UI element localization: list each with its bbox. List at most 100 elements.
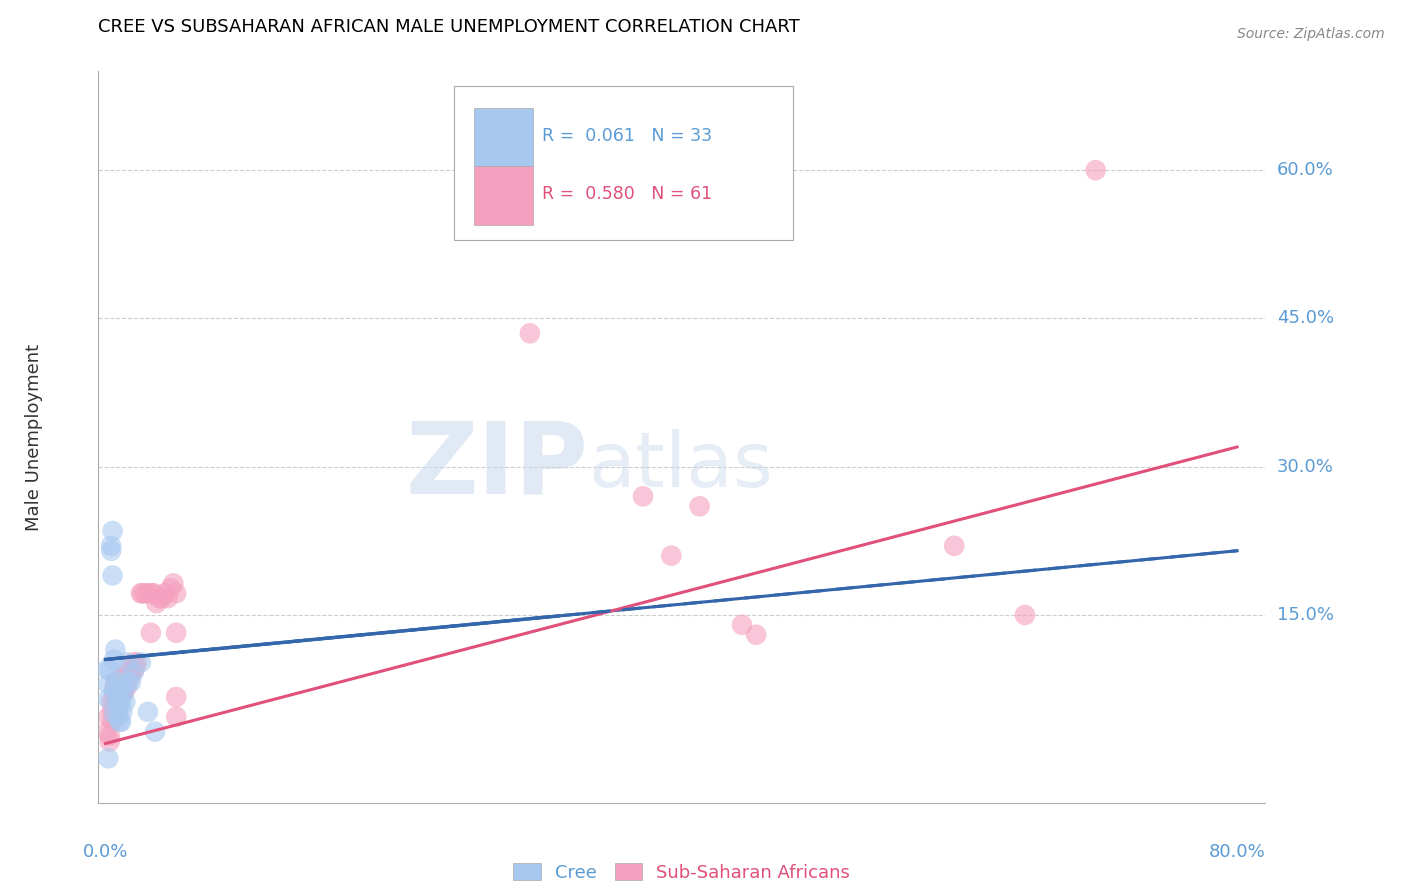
Point [141, 586, 163, 600]
Point [105, 685, 128, 699]
Point [689, 500, 711, 514]
Point [104, 675, 127, 690]
FancyBboxPatch shape [454, 86, 793, 240]
Point [111, 675, 134, 690]
Point [105, 695, 128, 709]
Point [148, 591, 170, 606]
Point [103, 685, 125, 699]
Point [131, 586, 153, 600]
Point [97, 710, 120, 724]
Point [165, 586, 187, 600]
Point [139, 625, 162, 640]
Point [97, 677, 120, 691]
Point [108, 675, 131, 690]
Point [136, 586, 159, 600]
Text: 60.0%: 60.0% [1277, 161, 1334, 179]
Point [124, 660, 146, 674]
Point [107, 710, 129, 724]
Point [943, 539, 966, 553]
Point [110, 695, 132, 709]
Point [745, 628, 768, 642]
Point [120, 675, 142, 690]
Point [162, 576, 184, 591]
Point [114, 675, 136, 690]
Point [129, 586, 152, 600]
Text: Male Unemployment: Male Unemployment [25, 343, 44, 531]
Point [103, 706, 125, 721]
Legend: Cree, Sub-Saharan Africans: Cree, Sub-Saharan Africans [506, 856, 858, 888]
Point [110, 685, 132, 699]
Point [105, 675, 128, 690]
FancyBboxPatch shape [474, 167, 533, 225]
Point [110, 714, 132, 729]
Point [96, 724, 118, 739]
Point [111, 670, 134, 684]
Point [112, 680, 135, 694]
Text: R =  0.580   N = 61: R = 0.580 N = 61 [541, 186, 711, 203]
Point [115, 680, 138, 694]
Point [108, 690, 131, 704]
Point [1014, 607, 1036, 622]
Point [159, 582, 181, 596]
Point [111, 685, 134, 699]
Point [107, 685, 129, 699]
Point [115, 656, 138, 670]
Point [1084, 163, 1107, 178]
Text: R =  0.061   N = 33: R = 0.061 N = 33 [541, 127, 711, 145]
Point [150, 591, 173, 606]
Point [165, 625, 187, 640]
Point [122, 665, 145, 680]
Point [104, 690, 127, 704]
Point [659, 549, 682, 563]
Point [100, 695, 122, 709]
FancyBboxPatch shape [474, 108, 533, 167]
Point [107, 700, 129, 714]
Text: 30.0%: 30.0% [1277, 458, 1334, 475]
Text: atlas: atlas [589, 429, 773, 503]
Point [112, 685, 135, 699]
Point [519, 326, 541, 341]
Point [117, 665, 139, 680]
Point [103, 652, 125, 666]
Point [100, 543, 122, 558]
Point [104, 675, 127, 690]
Point [103, 682, 125, 697]
Point [165, 690, 187, 704]
Text: 80.0%: 80.0% [1209, 843, 1265, 861]
Text: 15.0%: 15.0% [1277, 606, 1334, 624]
Text: 0.0%: 0.0% [83, 843, 128, 861]
Point [129, 656, 152, 670]
Point [101, 714, 124, 729]
Point [101, 568, 124, 582]
Point [631, 489, 654, 503]
Point [107, 705, 129, 719]
Point [110, 670, 132, 684]
Text: 45.0%: 45.0% [1277, 310, 1334, 327]
Text: ZIP: ZIP [406, 417, 589, 515]
Point [156, 591, 179, 606]
Point [98, 662, 121, 676]
Point [98, 729, 121, 743]
Point [101, 705, 124, 719]
Point [96, 662, 118, 676]
Point [118, 670, 141, 684]
Point [101, 524, 124, 538]
Point [112, 685, 135, 699]
Point [108, 680, 131, 694]
Point [121, 665, 143, 680]
Point [114, 695, 136, 709]
Text: Source: ZipAtlas.com: Source: ZipAtlas.com [1237, 27, 1385, 41]
Point [100, 539, 122, 553]
Point [122, 656, 145, 670]
Point [153, 586, 176, 600]
Text: CREE VS SUBSAHARAN AFRICAN MALE UNEMPLOYMENT CORRELATION CHART: CREE VS SUBSAHARAN AFRICAN MALE UNEMPLOY… [98, 18, 800, 36]
Point [145, 596, 167, 610]
Point [136, 705, 159, 719]
Point [120, 665, 142, 680]
Point [115, 670, 138, 684]
Point [97, 692, 120, 706]
Point [108, 714, 131, 729]
Point [731, 618, 754, 632]
Point [143, 724, 166, 739]
Point [105, 695, 128, 709]
